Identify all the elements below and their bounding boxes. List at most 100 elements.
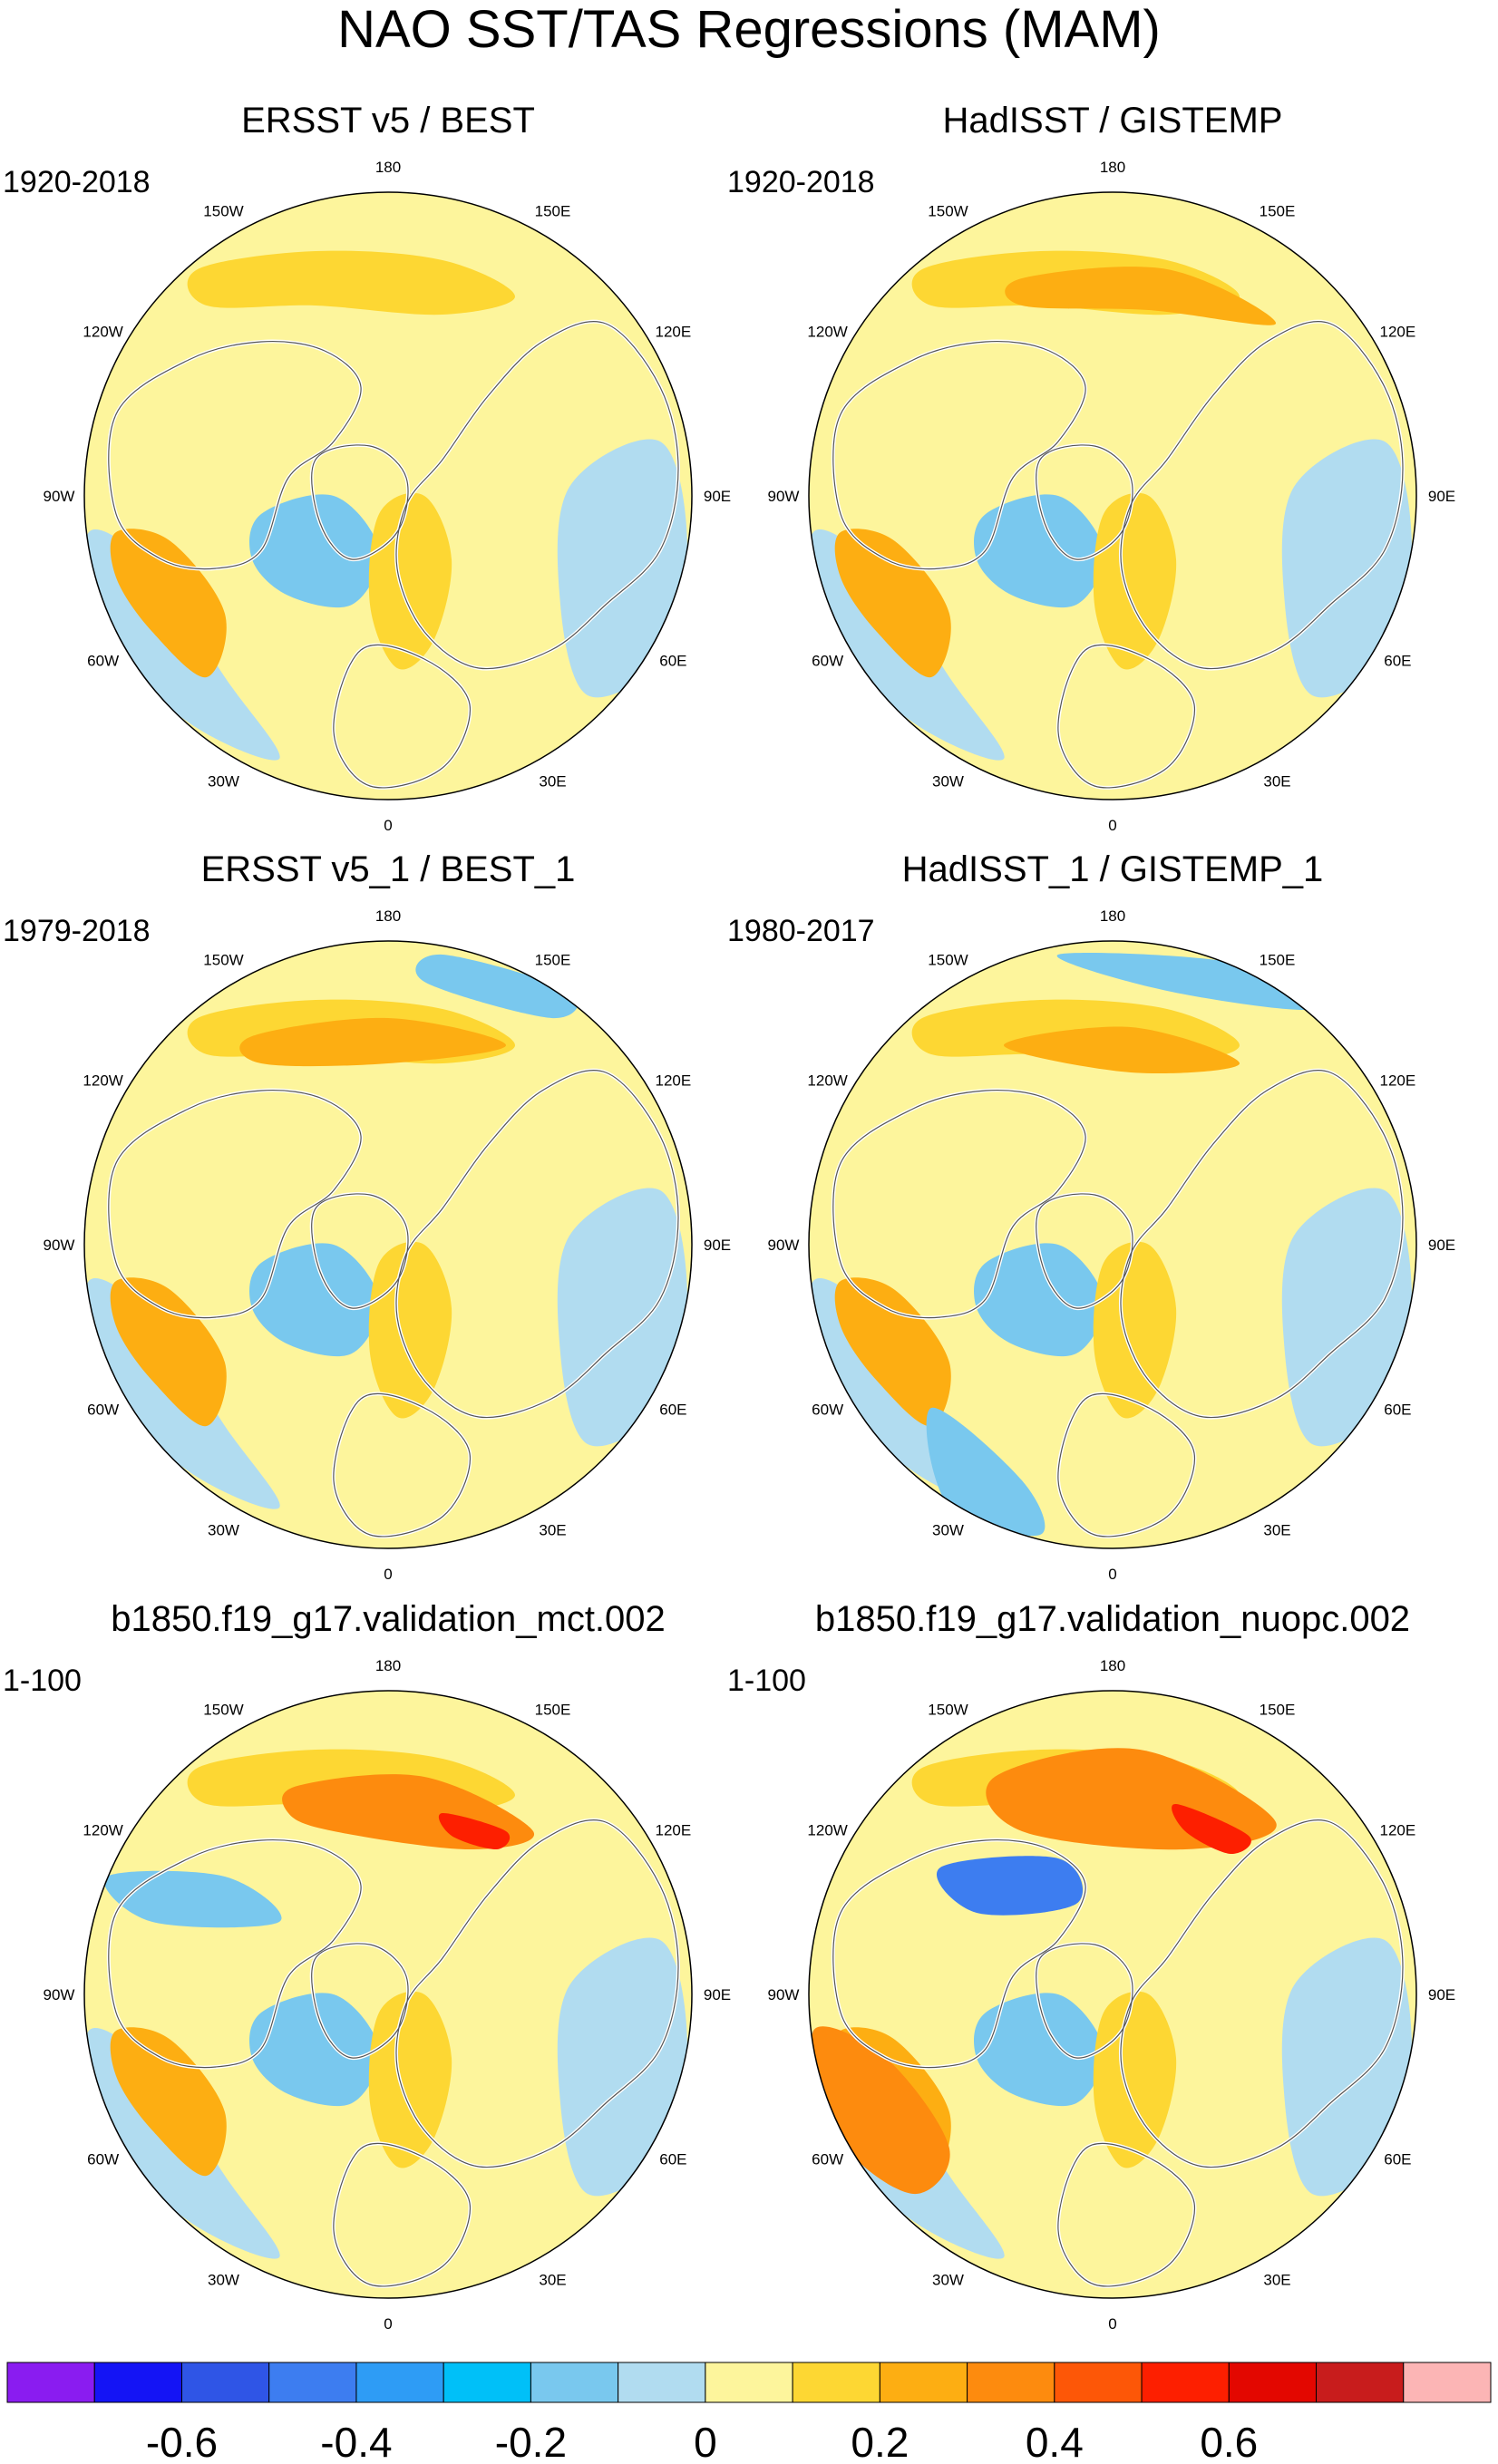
panel-title: b1850.f19_g17.validation_mct.002 — [111, 1599, 666, 1639]
longitude-label: 60W — [87, 1402, 119, 1419]
colorbar-swatch — [879, 2362, 968, 2403]
panel-period: 1920-2018 — [3, 165, 151, 199]
anomaly-region — [368, 1991, 452, 2168]
anomaly-region — [974, 1243, 1104, 1357]
anomaly-region — [1281, 439, 1412, 698]
longitude-label: 90E — [1428, 1986, 1455, 2003]
colorbar-tick-label: 0.4 — [1026, 2419, 1084, 2464]
longitude-label: 30E — [1263, 772, 1290, 790]
map-panel: ERSST v5_1 / BEST_1 1979-2018 180 150E 120E 9… — [3, 849, 731, 1583]
coastline — [832, 341, 1086, 570]
anomaly-region — [1281, 1937, 1412, 2197]
panel-title: ERSST v5_1 / BEST_1 — [201, 849, 576, 889]
longitude-label: 180 — [1100, 1657, 1125, 1674]
longitude-label: 0 — [1108, 817, 1116, 834]
panel-period: 1979-2018 — [3, 914, 151, 948]
panel-title: HadISST_1 / GISTEMP_1 — [902, 849, 1324, 889]
panel-period: 1980-2017 — [727, 914, 875, 948]
longitude-label: 30E — [1263, 1521, 1290, 1538]
anomaly-region — [415, 954, 579, 1019]
polar-map: 180 150E 120E 90E 60E 30E 0 30W 60W 90W 120W 150W — [768, 907, 1456, 1583]
colorbar-tick-label: -0.2 — [495, 2419, 567, 2464]
longitude-label: 150W — [203, 203, 243, 220]
longitude-label: 150W — [203, 1702, 243, 1719]
anomaly-region — [834, 529, 951, 678]
colorbar-swatch — [792, 2362, 880, 2403]
longitude-label: 120E — [1380, 1072, 1416, 1090]
anomaly-region — [812, 2026, 950, 2195]
longitude-label: 180 — [1100, 907, 1125, 925]
longitude-label: 0 — [1108, 1566, 1116, 1583]
colorbar-swatch — [180, 2362, 270, 2403]
longitude-label: 120E — [656, 1822, 692, 1839]
map-border — [83, 940, 693, 1549]
polar-map: 180 150E 120E 90E 60E 30E 0 30W 60W 90W 120W 150W — [768, 159, 1456, 834]
anomaly-region — [1093, 1241, 1177, 1419]
longitude-label: 150W — [928, 1702, 968, 1719]
longitude-label: 150E — [535, 952, 571, 969]
coastline — [333, 1392, 472, 1538]
panel-title: HadISST / GISTEMP — [943, 101, 1283, 141]
panel-title: ERSST v5 / BEST — [241, 101, 535, 141]
anomaly-region — [557, 439, 687, 698]
longitude-label: 90E — [704, 488, 731, 505]
longitude-label: 60E — [659, 1402, 686, 1419]
anomaly-region — [1172, 1803, 1251, 1855]
longitude-label: 30W — [208, 2271, 239, 2288]
longitude-label: 60E — [1384, 2151, 1411, 2168]
colorbar-swatch — [1054, 2362, 1143, 2403]
coastline — [832, 1090, 1086, 1319]
coastline — [395, 1070, 679, 1419]
anomaly-region — [1004, 1026, 1240, 1074]
panel-title: b1850.f19_g17.validation_nuopc.002 — [815, 1599, 1410, 1639]
panel-period: 1-100 — [3, 1664, 82, 1698]
coastline — [1057, 644, 1196, 789]
longitude-label: 120W — [83, 1072, 122, 1090]
coastline — [108, 1839, 362, 2069]
anomaly-region — [438, 1812, 511, 1850]
longitude-label: 60W — [87, 653, 119, 670]
longitude-label: 60W — [812, 2151, 843, 2168]
coastline — [108, 1090, 362, 1319]
longitude-label: 180 — [1100, 159, 1125, 176]
coastline — [832, 1839, 1086, 2069]
colorbar-swatch — [530, 2362, 619, 2403]
map-panel: HadISST_1 / GISTEMP_1 1980-2017 180 150E 120… — [727, 849, 1455, 1583]
longitude-label: 90E — [704, 1237, 731, 1254]
longitude-label: 150W — [928, 203, 968, 220]
colorbar-swatch — [443, 2362, 531, 2403]
anomaly-region — [974, 1993, 1104, 2107]
longitude-label: 180 — [375, 1657, 401, 1674]
longitude-label: 150W — [203, 952, 243, 969]
map-panel: b1850.f19_g17.validation_mct.002 1-100 180… — [3, 1599, 731, 2333]
polar-map: 180 150E 120E 90E 60E 30E 0 30W 60W 90W 120W 150W — [768, 1657, 1456, 2333]
anomaly-region — [1281, 1188, 1412, 1447]
longitude-label: 180 — [375, 159, 401, 176]
longitude-label: 60E — [659, 2151, 686, 2168]
longitude-label: 120E — [656, 324, 692, 341]
colorbar-tick-label: 0.2 — [851, 2419, 909, 2464]
coastline — [108, 341, 362, 570]
longitude-label: 120W — [807, 1822, 847, 1839]
anomaly-region — [110, 1277, 227, 1427]
coastline — [1036, 1193, 1133, 1309]
longitude-label: 30W — [208, 772, 239, 790]
anomaly-region — [1005, 267, 1277, 325]
coastline — [311, 1943, 409, 2059]
longitude-label: 120E — [1380, 1822, 1416, 1839]
anomaly-region — [239, 1017, 506, 1067]
longitude-label: 60E — [1384, 653, 1411, 670]
longitude-label: 90W — [768, 488, 800, 505]
colorbar-swatch — [268, 2362, 357, 2403]
coastline — [1120, 321, 1404, 670]
longitude-label: 60W — [87, 2151, 119, 2168]
anomaly-region — [368, 492, 452, 670]
anomaly-region — [249, 494, 380, 608]
longitude-label: 150E — [1260, 203, 1296, 220]
colorbar-swatch — [1316, 2362, 1405, 2403]
longitude-label: 60E — [1384, 1402, 1411, 1419]
anomaly-region — [936, 1856, 1084, 1916]
longitude-label: 30E — [539, 1521, 566, 1538]
longitude-label: 150E — [1260, 952, 1296, 969]
coastline — [1120, 1070, 1404, 1419]
